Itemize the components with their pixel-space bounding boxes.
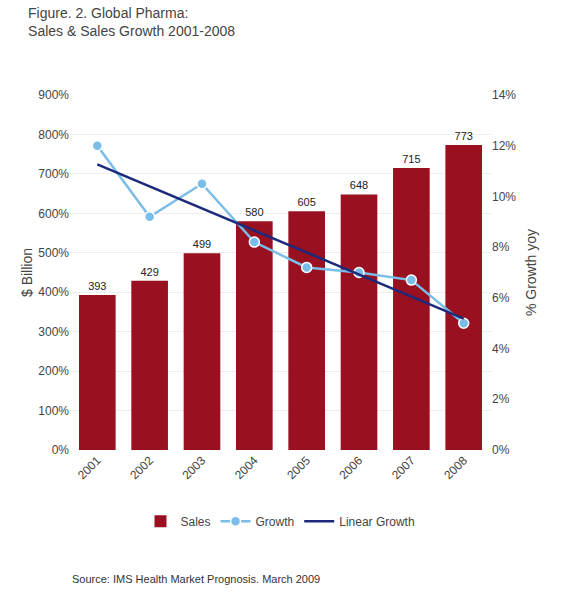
svg-text:499: 499 (193, 238, 211, 250)
svg-text:10%: 10% (492, 190, 516, 204)
svg-text:580: 580 (245, 206, 263, 218)
svg-text:$ Billion: $ Billion (19, 248, 35, 297)
svg-text:773: 773 (455, 130, 473, 142)
svg-text:Source: IMS Health Market Prog: Source: IMS Health Market Prognosis. Mar… (72, 573, 320, 585)
svg-text:715: 715 (402, 153, 420, 165)
svg-text:2005: 2005 (284, 453, 313, 482)
svg-text:Growth: Growth (256, 515, 295, 529)
svg-text:6%: 6% (492, 291, 510, 305)
svg-text:2007: 2007 (389, 453, 418, 482)
svg-text:200%: 200% (38, 364, 69, 378)
svg-text:Sales: Sales (181, 515, 211, 529)
svg-text:0%: 0% (52, 443, 70, 457)
svg-text:2001: 2001 (75, 453, 104, 482)
svg-text:2003: 2003 (180, 453, 209, 482)
svg-text:% Growth yoy: % Growth yoy (523, 229, 539, 316)
svg-text:429: 429 (140, 266, 158, 278)
svg-text:0%: 0% (492, 443, 510, 457)
svg-text:2002: 2002 (127, 453, 156, 482)
svg-text:8%: 8% (492, 240, 510, 254)
svg-text:100%: 100% (38, 404, 69, 418)
svg-text:Figure. 2. Global Pharma:Sales: Figure. 2. Global Pharma:Sales & Sales G… (28, 5, 235, 39)
svg-text:2%: 2% (492, 392, 510, 406)
svg-text:2006: 2006 (337, 453, 366, 482)
svg-text:12%: 12% (492, 139, 516, 153)
svg-text:300%: 300% (38, 325, 69, 339)
svg-text:400%: 400% (38, 285, 69, 299)
svg-text:600%: 600% (38, 207, 69, 221)
svg-text:700%: 700% (38, 167, 69, 181)
svg-text:393: 393 (88, 280, 106, 292)
svg-text:605: 605 (297, 196, 315, 208)
svg-text:800%: 800% (38, 128, 69, 142)
svg-text:900%: 900% (38, 88, 69, 102)
svg-text:500%: 500% (38, 246, 69, 260)
svg-text:2008: 2008 (441, 453, 470, 482)
svg-text:2004: 2004 (232, 453, 261, 482)
svg-text:648: 648 (350, 179, 368, 191)
svg-text:Linear Growth: Linear Growth (339, 515, 414, 529)
svg-text:4%: 4% (492, 342, 510, 356)
svg-text:14%: 14% (492, 88, 516, 102)
